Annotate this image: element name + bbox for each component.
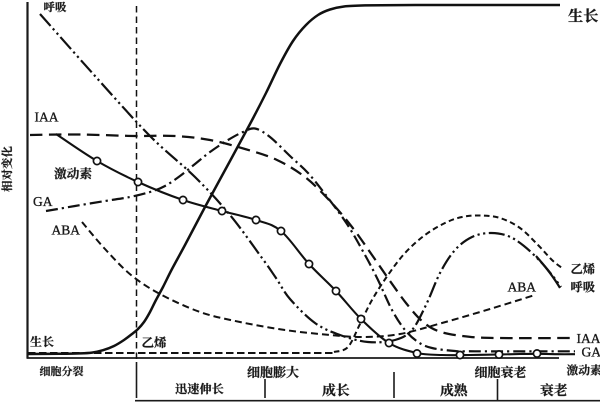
- svg-text:ABA: ABA: [508, 280, 537, 295]
- svg-text:IAA: IAA: [577, 331, 600, 346]
- svg-text:ABA: ABA: [52, 223, 81, 238]
- svg-text:IAA: IAA: [35, 110, 59, 125]
- svg-text:GA: GA: [33, 194, 53, 209]
- svg-text:GA: GA: [582, 345, 600, 360]
